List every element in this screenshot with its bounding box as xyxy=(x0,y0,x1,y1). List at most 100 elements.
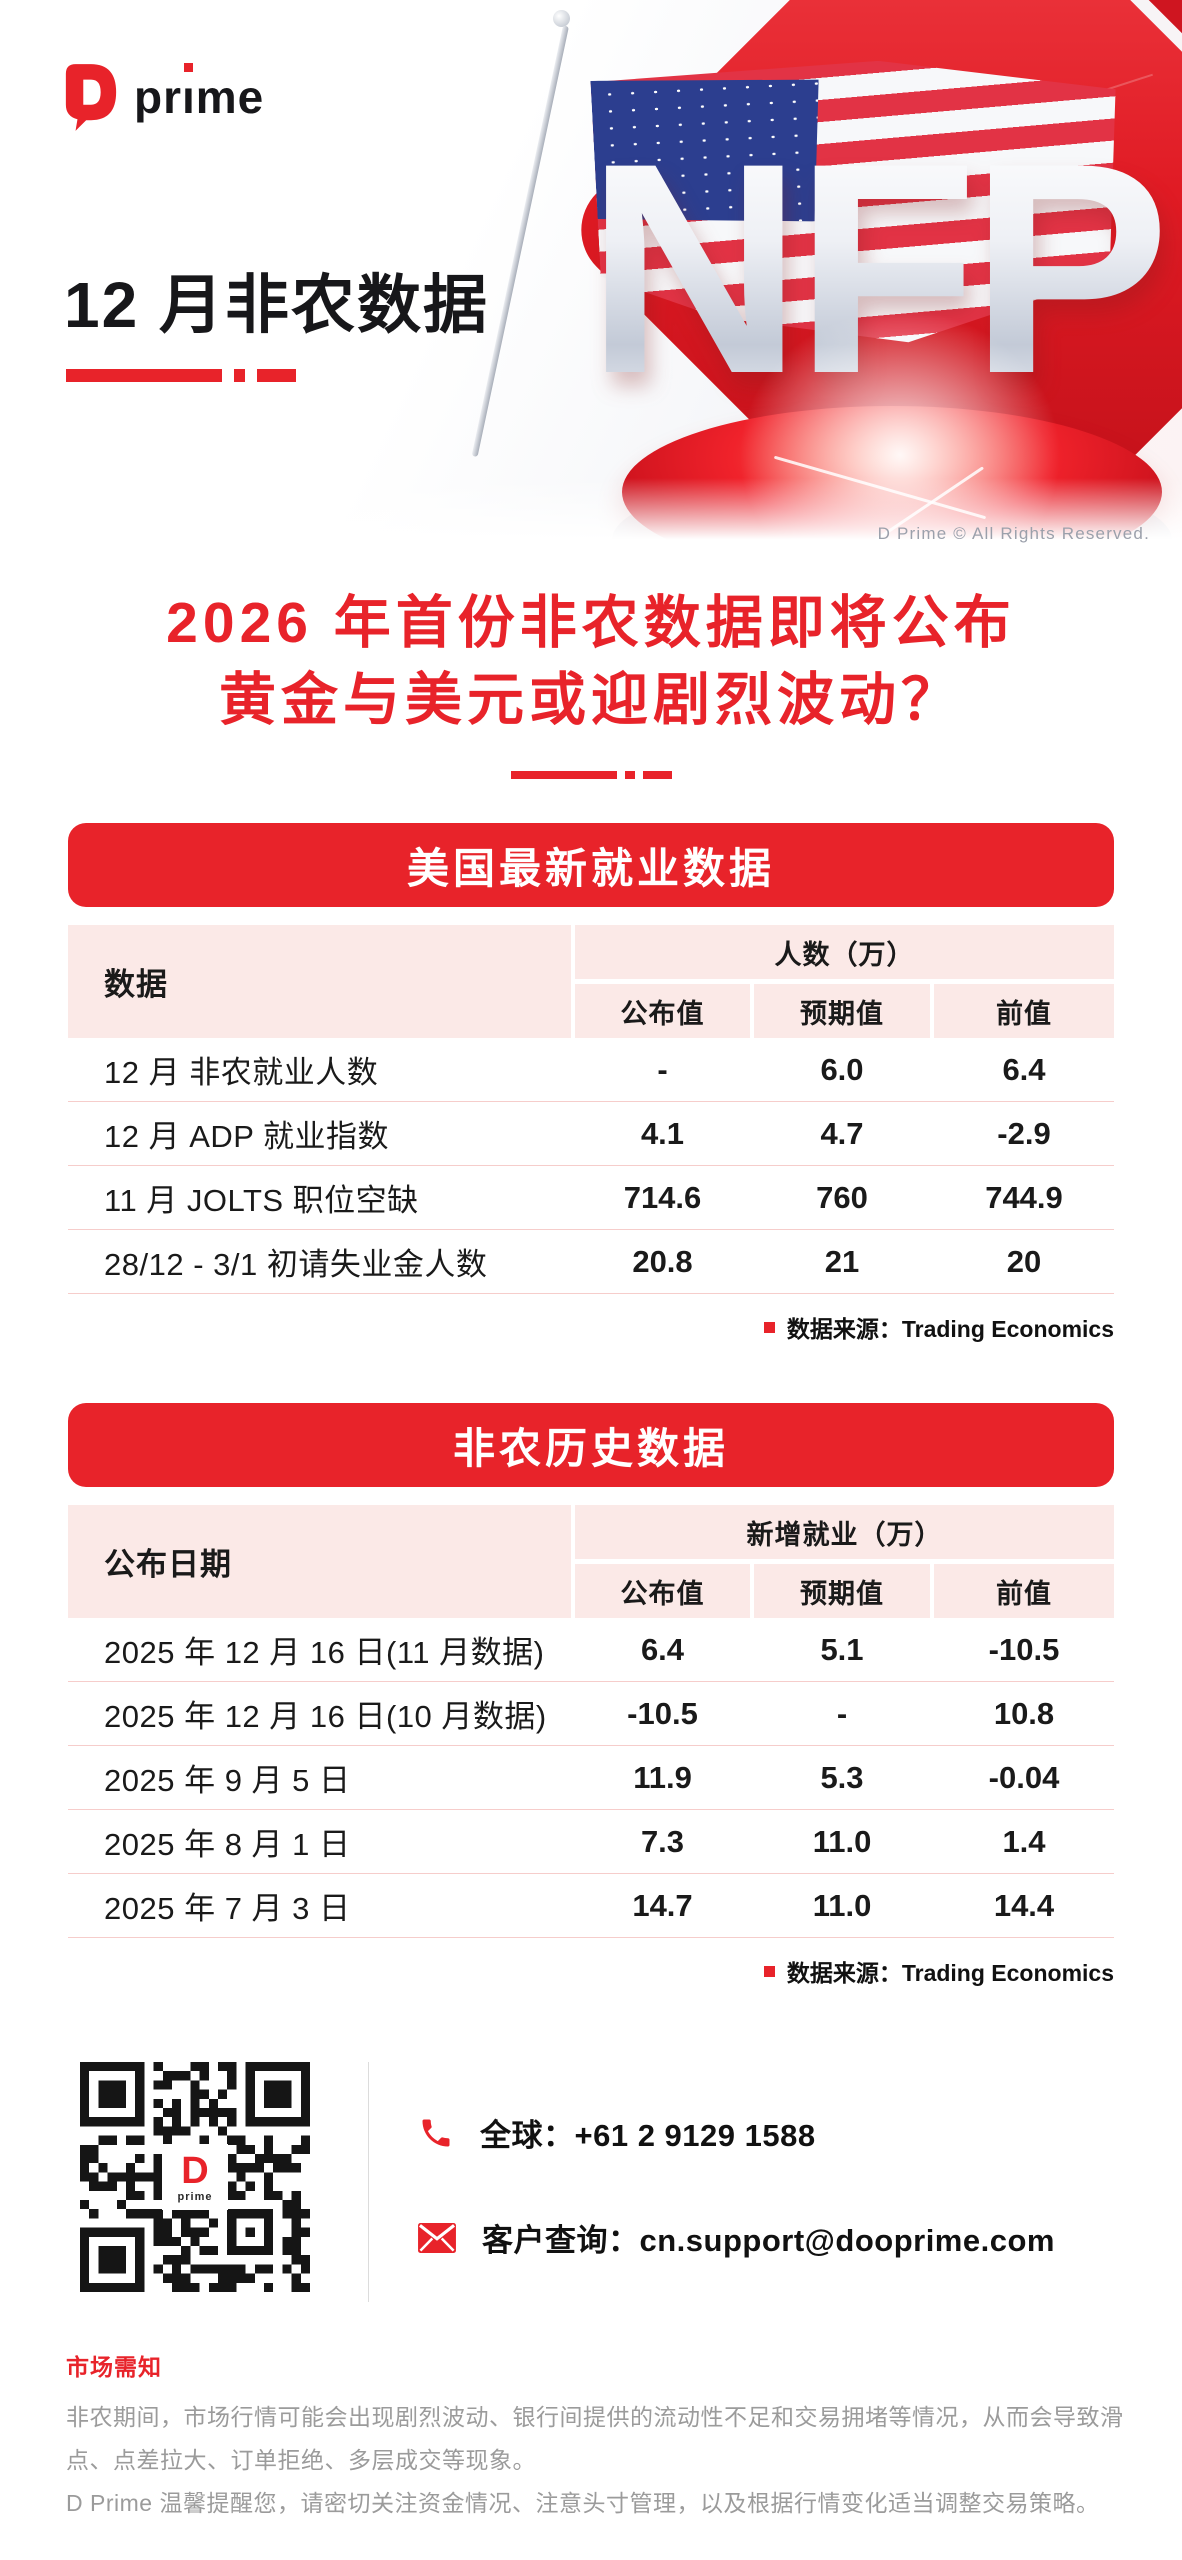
vertical-divider xyxy=(368,2062,369,2302)
hero-floor-fade xyxy=(0,478,1182,560)
group-header: 人数（万） xyxy=(575,925,1114,979)
cell-value: 744.9 xyxy=(985,1179,1063,1215)
cell-value: - xyxy=(657,1051,668,1087)
flag-pole-finial xyxy=(553,10,570,27)
table-row: 12 月 非农就业人数 - 6.0 6.4 xyxy=(68,1038,1114,1102)
table-header: 公布日期 新增就业（万） 公布值 预期值 前值 xyxy=(68,1505,1114,1618)
group-header: 新增就业（万） xyxy=(575,1505,1114,1559)
cell-value: -0.04 xyxy=(988,1759,1060,1795)
cell-value: 1.4 xyxy=(1002,1823,1046,1859)
contact-section: D prime 全球：+61 2 9129 1588 客户查询：cn.sup xyxy=(80,2062,1114,2302)
table-row: 28/12 - 3/1 初请失业金人数 20.8 21 20 xyxy=(68,1230,1114,1294)
page-title: 12 月非农数据 xyxy=(64,269,489,341)
divider-bar xyxy=(257,369,296,382)
disclaimer-text-2: D Prime 温馨提醒您，请密切关注资金情况、注意头寸管理，以及根据行情变化适… xyxy=(66,2490,1100,2516)
column-header-forecast: 预期值 xyxy=(754,984,930,1038)
cell-value: 4.1 xyxy=(640,1115,685,1151)
email-icon xyxy=(418,2222,456,2253)
brand-wordmark-i: ı xyxy=(182,63,196,123)
copyright-text: D Prime © All Rights Reserved. xyxy=(877,524,1150,543)
cell-value: 20.8 xyxy=(632,1243,693,1279)
phone-number[interactable]: 全球：+61 2 9129 1588 xyxy=(480,2118,816,2153)
source-bullet-icon xyxy=(763,1965,775,1977)
brand-wordmark: pr ı me xyxy=(134,63,265,123)
row-label: 12 月 非农就业人数 xyxy=(104,1055,379,1090)
divider-square xyxy=(625,771,635,779)
cell-value: 6.4 xyxy=(640,1631,685,1667)
table-title-banner: 美国最新就业数据 xyxy=(68,823,1114,907)
cell-value: 11.0 xyxy=(812,1823,872,1859)
qr-logo-text: prime xyxy=(177,2190,213,2203)
header-right-group: 新增就业（万） 公布值 预期值 前值 xyxy=(575,1505,1114,1618)
divider-bar xyxy=(643,771,672,779)
email-address[interactable]: 客户查询：cn.support@dooprime.com xyxy=(482,2223,1055,2258)
cell-value: 21 xyxy=(824,1243,860,1279)
cell-value: 6.4 xyxy=(1002,1051,1046,1087)
row-label: 12 月 ADP 就业指数 xyxy=(104,1119,389,1154)
brand-logo: pr ı me xyxy=(62,62,264,132)
headline-line1: 2026 年首份非农数据即将公布 xyxy=(166,591,1016,655)
dprime-logo-icon xyxy=(62,62,120,132)
row-label: 2025 年 9 月 5 日 xyxy=(104,1763,351,1798)
table-row: 2025 年 12 月 16 日(11 月数据) 6.4 5.1 -10.5 xyxy=(68,1618,1114,1682)
email-contact-row[interactable]: 客户查询：cn.support@dooprime.com xyxy=(418,2215,1055,2260)
phone-icon xyxy=(418,2115,454,2151)
source-note: 数据来源：Trading Economics xyxy=(68,1954,1114,1988)
header-right-group: 人数（万） 公布值 预期值 前值 xyxy=(575,925,1114,1038)
column-header-label: 公布日期 xyxy=(68,1505,571,1618)
table-title-banner: 非农历史数据 xyxy=(68,1403,1114,1487)
cell-value: 14.4 xyxy=(993,1887,1055,1923)
divider-bar xyxy=(511,771,617,779)
cell-value: 6.0 xyxy=(820,1051,864,1087)
cell-value: 5.3 xyxy=(820,1759,864,1795)
column-header-previous: 前值 xyxy=(934,1564,1114,1618)
us-employment-section: 美国最新就业数据 数据 人数（万） 公布值 预期值 前值 12 月 非农就业人数… xyxy=(68,823,1114,1344)
headline: 2026 年首份非农数据即将公布 黄金与美元或迎剧烈波动？ xyxy=(0,585,1182,739)
headline-divider xyxy=(511,771,672,779)
row-label: 11 月 JOLTS 职位空缺 xyxy=(104,1183,419,1218)
column-header-actual: 公布值 xyxy=(575,984,750,1038)
disclaimer-title: 市场需知 xyxy=(66,2354,162,2380)
cell-value: - xyxy=(836,1695,848,1731)
table-title: 非农历史数据 xyxy=(452,1424,729,1472)
disclaimer-section: 市场需知 非农期间，市场行情可能会出现剧烈波动、银行间提供的流动性不足和交易拥堵… xyxy=(66,2348,1132,2525)
cell-value: 14.7 xyxy=(632,1887,693,1923)
table-row: 2025 年 12 月 16 日(10 月数据) -10.5 - 10.8 xyxy=(68,1682,1114,1746)
brand-wordmark-me: me xyxy=(195,71,265,123)
cell-value: -2.9 xyxy=(997,1115,1051,1151)
row-label: 2025 年 12 月 16 日(10 月数据) xyxy=(104,1699,547,1734)
table-row: 2025 年 9 月 5 日 11.9 5.3 -0.04 xyxy=(68,1746,1114,1810)
cell-value: 10.8 xyxy=(993,1695,1055,1731)
cell-value: 11.0 xyxy=(812,1887,872,1923)
row-label: 2025 年 7 月 3 日 xyxy=(104,1891,351,1926)
cell-value: -10.5 xyxy=(988,1631,1060,1667)
column-header-previous: 前值 xyxy=(934,984,1114,1038)
table-row: 11 月 JOLTS 职位空缺 714.6 760 744.9 xyxy=(68,1166,1114,1230)
column-header-forecast: 预期值 xyxy=(754,1564,930,1618)
column-header-label: 数据 xyxy=(68,925,571,1038)
row-label: 2025 年 8 月 1 日 xyxy=(104,1827,351,1862)
phone-contact-row[interactable]: 全球：+61 2 9129 1588 xyxy=(418,2110,816,2155)
table-row: 12 月 ADP 就业指数 4.1 4.7 -2.9 xyxy=(68,1102,1114,1166)
headline-line2: 黄金与美元或迎剧烈波动？ xyxy=(219,668,963,732)
row-label: 2025 年 12 月 16 日(11 月数据) xyxy=(104,1635,545,1670)
history-table-body: 2025 年 12 月 16 日(11 月数据) 6.4 5.1 -10.5 2025 … xyxy=(68,1618,1114,1938)
qr-center-logo: D prime xyxy=(162,2144,228,2210)
qr-code: D prime xyxy=(80,2062,310,2292)
brand-wordmark-pr: pr xyxy=(134,71,182,123)
cell-value: 760 xyxy=(816,1179,868,1215)
title-divider xyxy=(66,369,296,382)
sub-header-row: 公布值 预期值 前值 xyxy=(575,984,1114,1038)
table-row: 2025 年 7 月 3 日 14.7 11.0 14.4 xyxy=(68,1874,1114,1938)
column-header-actual: 公布值 xyxy=(575,1564,750,1618)
source-text: 数据来源：Trading Economics xyxy=(786,1316,1114,1342)
source-text: 数据来源：Trading Economics xyxy=(786,1960,1114,1986)
flag-pole xyxy=(471,25,569,458)
cell-value: 4.7 xyxy=(820,1115,864,1151)
disclaimer-text-1: 非农期间，市场行情可能会出现剧烈波动、银行间提供的流动性不足和交易拥堵等情况，从… xyxy=(66,2404,1124,2473)
source-bullet-icon xyxy=(763,1321,775,1333)
nfp-history-section: 非农历史数据 公布日期 新增就业（万） 公布值 预期值 前值 2025 年 12… xyxy=(68,1403,1114,1988)
cell-value: 714.6 xyxy=(623,1179,702,1215)
cell-value: 11.9 xyxy=(633,1759,692,1795)
